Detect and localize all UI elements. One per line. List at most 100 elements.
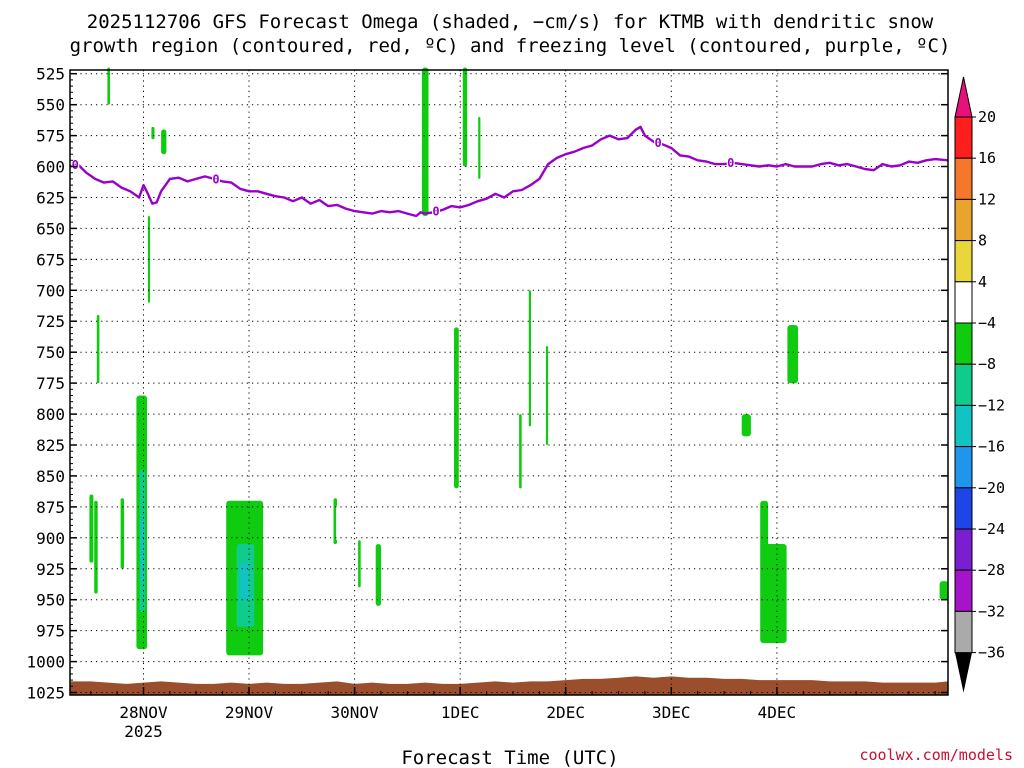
- pressure-axis: 525 550 575 600 625 650 675 700 725 750 775 800 825 8…: [26, 65, 948, 703]
- omega-cell: [525, 488, 528, 544]
- omega-cell: [89, 494, 94, 563]
- omega-cell: [513, 154, 517, 526]
- x-tick-label: 29NOV: [225, 703, 274, 722]
- chart-title-line-2: growth region (contoured, red, ºC) and f…: [70, 35, 951, 57]
- y-tick-label: 825: [36, 436, 65, 455]
- colorbar-label: −24: [978, 520, 1005, 538]
- plot-frame: [69, 69, 949, 696]
- y-tick-label: 800: [36, 405, 65, 424]
- omega-cell: [512, 451, 515, 514]
- colorbar-swatch: [954, 404, 973, 448]
- freezing-level-line: [69, 125, 949, 218]
- surface-terrain: [70, 676, 948, 695]
- colorbar-label: −12: [978, 396, 1005, 414]
- omega-cell: [565, 117, 569, 315]
- contour-label-bg: [212, 172, 220, 187]
- y-tick-label: 875: [36, 498, 65, 517]
- omega-cell: [600, 383, 603, 452]
- y-tick-label: 750: [36, 343, 65, 362]
- colorbar-swatch: [954, 487, 973, 530]
- omega-cell: [939, 581, 948, 600]
- colorbar-swatch: [954, 157, 973, 200]
- contour-label-bg: [432, 204, 440, 219]
- colorbar-label: −16: [978, 438, 1005, 456]
- colorbar-label: −32: [978, 602, 1005, 620]
- colorbar-swatch: [954, 446, 973, 489]
- omega-cell: [345, 333, 350, 408]
- freezing-level-label: 0: [727, 156, 734, 170]
- colorbar-swatch: [954, 569, 973, 612]
- omega-cell: [528, 290, 531, 427]
- y-tick-label: 925: [36, 560, 65, 579]
- omega-cell: [617, 265, 628, 507]
- colorbar-swatch: [954, 240, 973, 283]
- x-tick-label: 2DEC: [546, 703, 585, 722]
- omega-cell: [256, 424, 259, 445]
- x-tick-label: 4DEC: [758, 703, 797, 722]
- omega-cell: [446, 438, 448, 507]
- contour-label-bg: [654, 136, 663, 150]
- x-axis-label: Forecast Time (UTC): [401, 747, 618, 768]
- y-tick-label: 950: [36, 591, 65, 610]
- y-tick-label: 900: [36, 529, 65, 548]
- y-tick-label: 650: [36, 219, 65, 238]
- omega-cell: [545, 346, 549, 445]
- freezing-level-layer: 0 0 0 0 0: [69, 125, 949, 219]
- colorbar-swatch: [954, 363, 973, 406]
- omega-cell: [478, 117, 481, 179]
- y-tick-label: 725: [36, 312, 65, 331]
- colorbar-swatch: [954, 281, 973, 324]
- omega-cell: [787, 325, 798, 384]
- y-tick-label: 625: [36, 189, 65, 208]
- omega-cell: [322, 401, 325, 464]
- colorbar-bottom-arrow: [955, 652, 972, 693]
- colorbar-label: 12: [978, 190, 996, 208]
- y-tick-label: 575: [36, 127, 65, 146]
- colorbar-swatch: [954, 116, 973, 159]
- omega-cell: [763, 238, 774, 306]
- y-tick-label: 975: [36, 622, 65, 641]
- colorbar-swatch: [954, 198, 973, 242]
- colorbar-swatch: [954, 528, 973, 571]
- contour-label-bg: [71, 157, 80, 172]
- colorbar-label: 8: [978, 232, 987, 250]
- x-tick-label: 28NOV: [119, 703, 168, 722]
- omega-cell: [741, 414, 751, 437]
- omega-cell: [270, 513, 273, 544]
- y-tick-label: 525: [36, 65, 65, 84]
- y-tick-label: 700: [36, 281, 65, 300]
- contour-label-bg: [726, 156, 735, 171]
- omega-cell: [240, 562, 249, 600]
- freezing-level-label: 0: [654, 136, 661, 150]
- freezing-level-label: 0: [432, 205, 439, 219]
- y-tick-label: 600: [36, 158, 65, 177]
- omega-cell: [94, 500, 98, 594]
- omega-cell: [527, 463, 531, 538]
- x-tick-label: 30NOV: [331, 703, 380, 722]
- freezing-level-label: 0: [72, 158, 79, 172]
- colorbar-label: 4: [978, 273, 987, 291]
- surface-terrain-layer: [70, 676, 948, 695]
- omega-cell: [151, 126, 155, 140]
- colorbar-label: 16: [978, 149, 996, 167]
- x-tick-label: 1DEC: [441, 703, 480, 722]
- omega-cell: [462, 67, 468, 167]
- colorbar-top-arrow: [954, 76, 973, 118]
- omega-cell: [358, 540, 361, 588]
- omega-cell: [336, 504, 344, 542]
- omega-cell: [355, 358, 358, 427]
- omega-cell: [140, 519, 145, 582]
- site-credit: coolwx.com/models: [859, 746, 1013, 764]
- y-tick-label: 1025: [26, 684, 65, 703]
- y-tick-label: 675: [36, 250, 65, 269]
- colorbar-swatch: [954, 610, 973, 654]
- omega-cell: [375, 544, 381, 606]
- omega-cell: [81, 240, 84, 278]
- omega-cell: [161, 129, 167, 155]
- omega-cell: [216, 73, 219, 179]
- x-tick-label: 3DEC: [652, 703, 691, 722]
- x-tick-sublabel: 2025: [124, 722, 163, 741]
- omega-shading-layer: [81, 67, 948, 656]
